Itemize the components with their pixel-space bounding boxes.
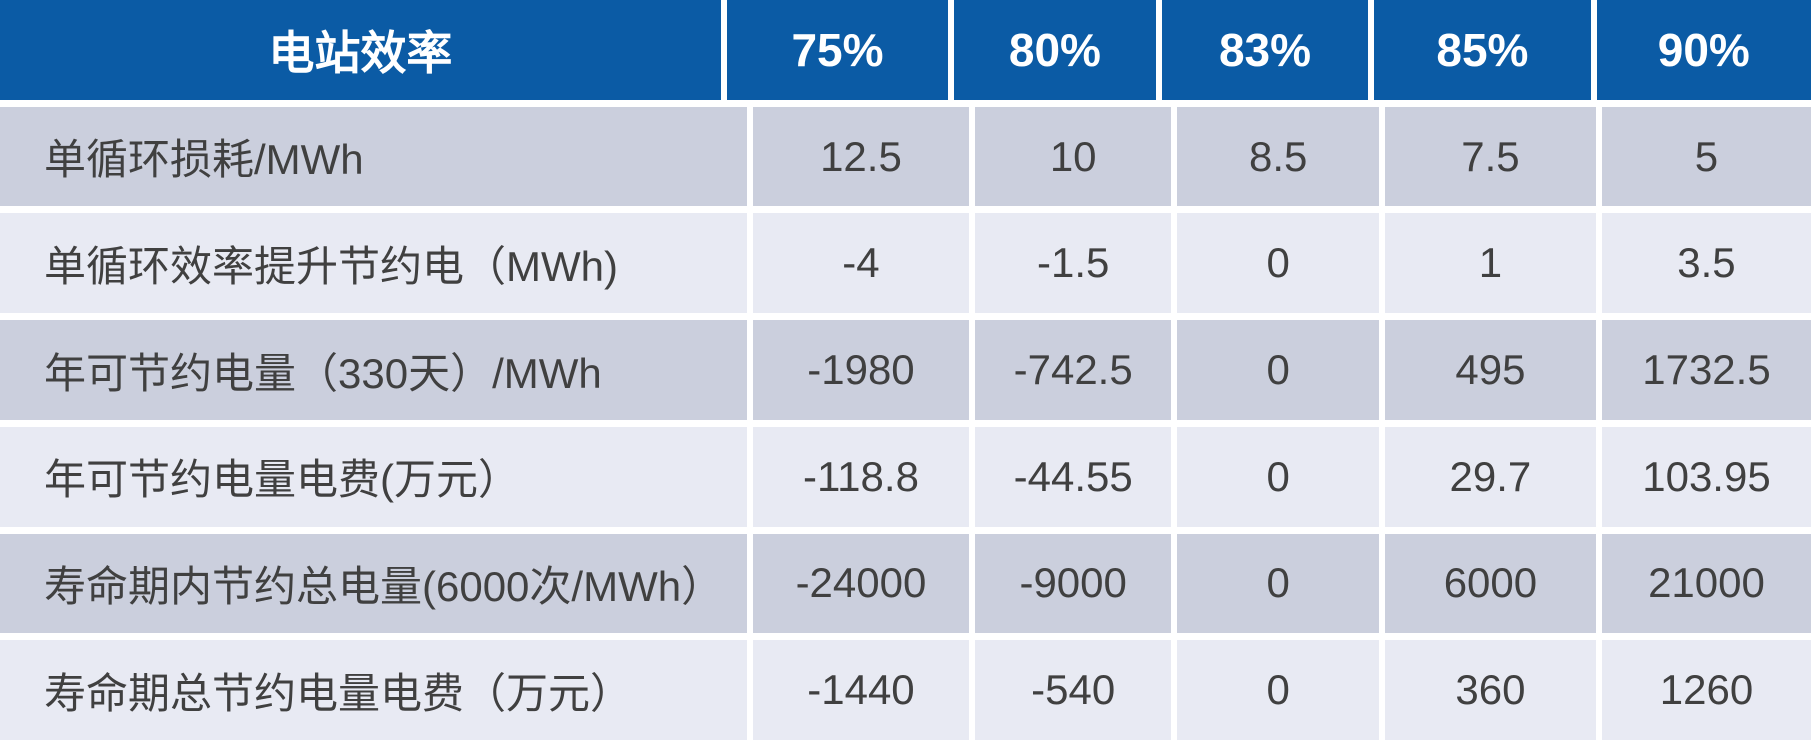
table-cell: 5: [1601, 106, 1811, 207]
row-label: 单循环效率提升节约电（MWh): [0, 213, 748, 314]
table-header-row: 电站效率 75% 80% 83% 85% 90%: [0, 0, 1811, 100]
table-row: 寿命期内节约总电量(6000次/MWh） -24000 -9000 0 6000…: [0, 533, 1811, 634]
table-cell: -1440: [753, 640, 969, 741]
table-cell: 103.95: [1601, 426, 1811, 527]
table-cell: -44.55: [974, 426, 1172, 527]
header-col-85: 85%: [1374, 0, 1591, 100]
table-cell: 12.5: [753, 106, 969, 207]
header-title-cell: 电站效率: [0, 0, 721, 100]
table-cell: -9000: [974, 533, 1172, 634]
row-label: 年可节约电量电费(万元）: [0, 426, 748, 527]
table-cell: -24000: [753, 533, 969, 634]
table-cell: 360: [1384, 640, 1596, 741]
table-cell: 0: [1177, 213, 1379, 314]
table-row: 寿命期总节约电量电费（万元） -1440 -540 0 360 1260: [0, 640, 1811, 741]
table-cell: 3.5: [1601, 213, 1811, 314]
header-col-90: 90%: [1596, 0, 1811, 100]
table-cell: 21000: [1601, 533, 1811, 634]
header-col-83: 83%: [1161, 0, 1369, 100]
table-cell: 1: [1384, 213, 1596, 314]
table-cell: -1.5: [974, 213, 1172, 314]
table-cell: 6000: [1384, 533, 1596, 634]
header-col-75: 75%: [726, 0, 949, 100]
table-cell: -1980: [753, 320, 969, 420]
table-cell: 8.5: [1177, 106, 1379, 207]
table-cell: 0: [1177, 320, 1379, 420]
row-label: 寿命期内节约总电量(6000次/MWh）: [0, 533, 748, 634]
table-cell: -4: [753, 213, 969, 314]
table-cell: 0: [1177, 426, 1379, 527]
table-cell: 0: [1177, 640, 1379, 741]
row-label: 寿命期总节约电量电费（万元）: [0, 640, 748, 741]
table-cell: 10: [974, 106, 1172, 207]
table-cell: 0: [1177, 533, 1379, 634]
header-col-80: 80%: [954, 0, 1156, 100]
row-label: 年可节约电量（330天）/MWh: [0, 320, 748, 420]
table-row: 年可节约电量电费(万元） -118.8 -44.55 0 29.7 103.95: [0, 426, 1811, 527]
table-row: 单循环效率提升节约电（MWh) -4 -1.5 0 1 3.5: [0, 213, 1811, 314]
row-label: 单循环损耗/MWh: [0, 106, 748, 207]
table-cell: 29.7: [1384, 426, 1596, 527]
table-cell: 1732.5: [1601, 320, 1811, 420]
table-cell: 7.5: [1384, 106, 1596, 207]
table-row: 年可节约电量（330天）/MWh -1980 -742.5 0 495 1732…: [0, 320, 1811, 420]
table-cell: -118.8: [753, 426, 969, 527]
table-cell: -742.5: [974, 320, 1172, 420]
table-row: 单循环损耗/MWh 12.5 10 8.5 7.5 5: [0, 106, 1811, 207]
table-cell: 495: [1384, 320, 1596, 420]
table-cell: -540: [974, 640, 1172, 741]
table-cell: 1260: [1601, 640, 1811, 741]
